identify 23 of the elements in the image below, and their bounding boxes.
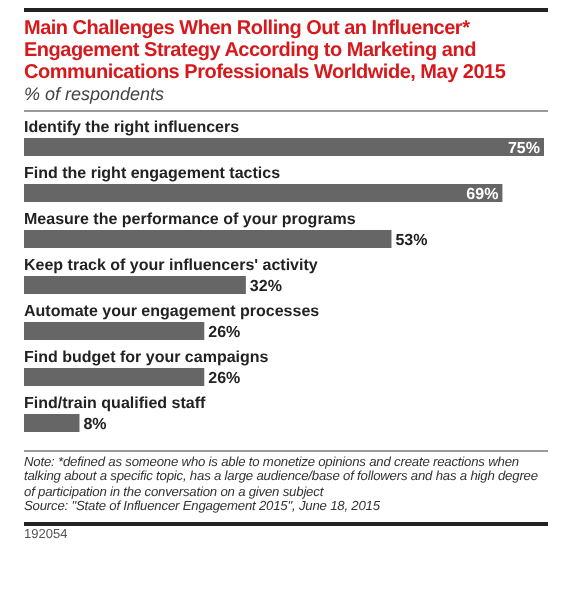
data-label: 75% — [507, 139, 540, 157]
y-tick-label: Automate your engagement processes — [24, 302, 321, 320]
data-label: 53% — [395, 231, 428, 249]
y-tick-label: Identify the right influencers — [24, 118, 241, 136]
y-tick-label: Find/train qualified staff — [24, 394, 207, 412]
bar — [24, 368, 205, 386]
data-label: 26% — [208, 323, 241, 341]
y-tick-label: Keep track of your influencers' activity — [24, 256, 319, 274]
bar — [24, 138, 544, 156]
bar — [24, 184, 503, 202]
y-tick-label: Find budget for your campaigns — [24, 348, 270, 366]
bar — [24, 414, 80, 432]
bar — [24, 276, 246, 294]
data-label: 26% — [208, 369, 241, 387]
bar — [24, 322, 205, 340]
data-label: 8% — [83, 415, 107, 433]
data-label: 32% — [249, 277, 282, 295]
chart-title: Main Challenges When Rolling Out an Influencer* Engagement Strategy According to Marketing and Communications Professionals Worldwide, May 2015 — [24, 18, 508, 84]
y-tick-label: Measure the performance of your programs — [24, 210, 357, 228]
data-label: 69% — [466, 185, 499, 203]
chart-subtitle: % of respondents — [24, 84, 167, 104]
bar — [24, 230, 392, 248]
y-tick-label: Find the right engagement tactics — [24, 164, 282, 182]
